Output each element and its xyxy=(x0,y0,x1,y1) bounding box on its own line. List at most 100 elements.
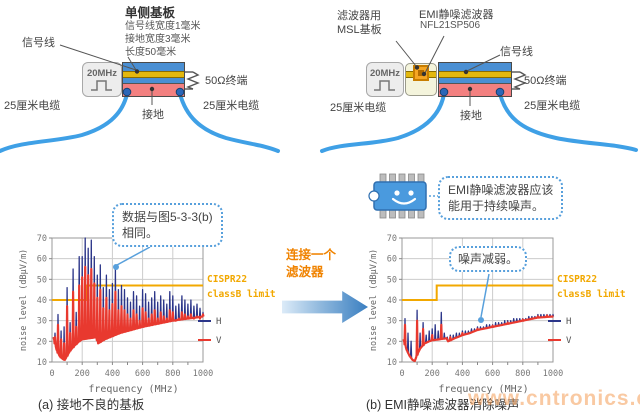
svg-text:800: 800 xyxy=(165,369,180,379)
cable-label-a-left: 25厘米电缆 xyxy=(4,100,61,112)
emi-filter-part-number: NFL21SP506 xyxy=(420,20,481,31)
termination-label-a: 50Ω终端 xyxy=(205,75,248,87)
ground-label-a: 接地 xyxy=(142,109,164,121)
via-dot xyxy=(439,87,449,97)
cispr-limit-line xyxy=(52,284,203,301)
svg-text:50: 50 xyxy=(37,275,47,285)
pulse-wave-icon xyxy=(91,79,112,91)
svg-text:1000: 1000 xyxy=(193,369,213,379)
cispr-limit-label: classB limit xyxy=(207,289,276,300)
cable-label-a-right: 25厘米电缆 xyxy=(203,100,260,112)
svg-text:200: 200 xyxy=(425,369,440,379)
svg-text:70: 70 xyxy=(387,234,397,244)
svg-text:400: 400 xyxy=(455,369,470,379)
callout-chart-b: 噪声减弱。 xyxy=(449,246,528,272)
cable-b-right xyxy=(498,92,638,152)
svg-text:70: 70 xyxy=(37,234,47,244)
via-dot xyxy=(495,87,505,97)
pointer-dot xyxy=(414,65,420,70)
via-dot xyxy=(122,87,132,97)
spec-line-3: 长度50毫米 xyxy=(125,47,177,58)
emi-filter-name: EMI静噪滤波器 xyxy=(419,9,494,21)
pointer-dot xyxy=(467,86,473,92)
callout-chart-a: 数据与图5-3-3(b) 相同。 xyxy=(112,203,223,247)
pcb-board-a xyxy=(122,62,185,97)
svg-text:400: 400 xyxy=(105,369,120,379)
svg-text:600: 600 xyxy=(135,369,150,379)
cable-b-left xyxy=(320,92,446,153)
callout-chip: EMI静噪滤波器应该 能用于持续噪声。 xyxy=(438,176,564,220)
caption-a: (a) 接地不良的基板 xyxy=(38,398,145,412)
legend-label-H: H xyxy=(566,317,571,327)
svg-text:60: 60 xyxy=(387,255,397,265)
tick-labels: 0 200 400 600 800 1000 10 20 30 40 50 60 70 xyxy=(37,234,213,379)
y-axis-label: noise level (dBμV/m) xyxy=(369,249,379,351)
svg-text:10: 10 xyxy=(387,358,397,368)
generator-frequency-label: 20MHz xyxy=(86,67,118,79)
callout-chart-a-line2: 相同。 xyxy=(122,226,159,240)
filter-board-label-2: MSL基板 xyxy=(337,24,382,36)
callout-chip-line2: 能用于持续噪声。 xyxy=(448,199,545,213)
cable-label-b-right: 25厘米电缆 xyxy=(524,100,581,112)
svg-text:800: 800 xyxy=(515,369,530,379)
svg-text:10: 10 xyxy=(37,358,47,368)
signal-line-label-a: 信号线 xyxy=(22,37,55,49)
cispr-limit-label: CISPR22 xyxy=(557,274,597,285)
ground-layer-b xyxy=(439,83,511,96)
svg-text:40: 40 xyxy=(387,296,397,306)
board-a-title: 单侧基板 xyxy=(125,6,176,20)
legend-label-H: H xyxy=(216,317,221,327)
pointer-dot xyxy=(134,69,140,74)
pulse-wave-icon xyxy=(374,79,395,91)
tick-labels: 0 200 400 600 800 1000 10 20 30 40 50 60 70 xyxy=(387,234,563,379)
via-dot xyxy=(175,87,185,97)
svg-text:0: 0 xyxy=(49,369,54,379)
x-axis-label: frequency (MHz) xyxy=(438,384,528,395)
axis-ticks xyxy=(399,237,539,365)
spec-line-2: 接地宽度3毫米 xyxy=(125,34,191,45)
svg-text:40: 40 xyxy=(37,296,47,306)
callout-chip-line1: EMI静噪滤波器应该 xyxy=(448,183,554,197)
signal-generator-a: 20MHz xyxy=(82,62,122,97)
resistor-symbol-a xyxy=(185,71,200,90)
caption-b: (b) EMI静噪滤波器消除噪声 xyxy=(366,398,520,412)
callout-chart-a-line1: 数据与图5-3-3(b) xyxy=(122,210,213,224)
watermark: www.cntronics.com xyxy=(468,387,640,410)
cispr-limit-line xyxy=(402,284,553,301)
resistor-symbol-b xyxy=(512,71,527,90)
legend-label-V: V xyxy=(566,336,572,346)
svg-text:20: 20 xyxy=(37,337,47,347)
svg-text:50: 50 xyxy=(387,275,397,285)
series-V xyxy=(402,314,555,363)
cispr-limit-label: classB limit xyxy=(557,289,626,300)
pcb-board-b xyxy=(438,62,512,97)
series-V xyxy=(52,265,205,361)
signal-trace-b xyxy=(439,71,511,78)
callout-tail-a xyxy=(113,246,151,270)
transition-text-line1: 连接一个 xyxy=(286,248,337,262)
signal-generator-b: 20MHz xyxy=(366,62,404,97)
svg-text:0: 0 xyxy=(399,369,404,379)
svg-text:600: 600 xyxy=(485,369,500,379)
spec-line-1: 信号线宽度1毫米 xyxy=(125,21,201,32)
signal-trace-a xyxy=(123,71,184,78)
chip-mascot-icon xyxy=(368,173,427,219)
pointer-lines-a xyxy=(59,44,153,105)
termination-label-b: 50Ω终端 xyxy=(524,75,567,87)
svg-text:200: 200 xyxy=(75,369,90,379)
cispr-limit-label: CISPR22 xyxy=(207,274,247,285)
x-axis-label: frequency (MHz) xyxy=(88,384,178,395)
cable-label-b-left: 25厘米电缆 xyxy=(330,102,387,114)
noise-chart-a: 0 200 400 600 800 1000 10 20 30 40 50 60 70 frequency… xyxy=(19,234,276,395)
svg-text:30: 30 xyxy=(387,317,397,327)
pointer-dot xyxy=(149,86,155,92)
svg-text:1000: 1000 xyxy=(543,369,563,379)
signal-line-label-b: 信号线 xyxy=(500,46,533,58)
cable-a-right xyxy=(178,92,280,153)
callout-tail-b xyxy=(478,273,490,323)
ground-label-b: 接地 xyxy=(460,110,482,122)
y-axis-label: noise level (dBμV/m) xyxy=(19,249,29,351)
